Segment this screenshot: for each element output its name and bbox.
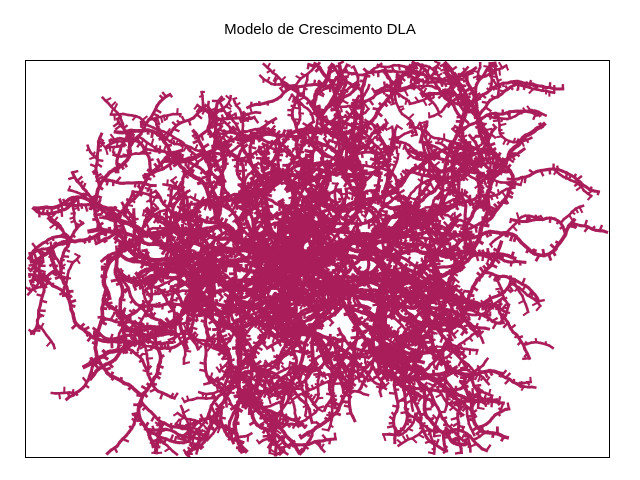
dla-aggregate-plot xyxy=(26,61,609,457)
plot-frame xyxy=(25,60,610,458)
figure-title: Modelo de Crescimento DLA xyxy=(224,21,416,38)
dla-branches xyxy=(26,61,609,457)
